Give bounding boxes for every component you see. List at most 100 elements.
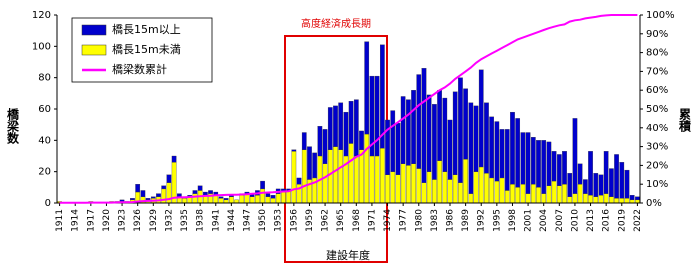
bar (484, 173, 489, 204)
bar (192, 193, 198, 204)
cumulative-line (59, 14, 638, 204)
bar (525, 193, 531, 204)
bar (203, 191, 208, 196)
bar (395, 174, 401, 204)
x-tick-label: 1986 (446, 209, 456, 232)
bar (515, 118, 521, 188)
x-tick-label: 2022 (633, 209, 643, 232)
y2-tick-label: 20% (646, 160, 668, 171)
bar (504, 129, 510, 191)
bar (369, 155, 375, 204)
x-tick-label: 1950 (258, 209, 268, 232)
legend-label: 橋長15m以上 (112, 22, 181, 36)
y2-tick-label: 70% (646, 66, 668, 77)
bar (176, 193, 182, 197)
bar (489, 116, 494, 179)
bar (614, 154, 619, 199)
bar (541, 140, 547, 194)
bar (364, 41, 370, 135)
x-tick-label: 1965 (336, 209, 346, 232)
bar (353, 155, 359, 204)
x-tick-label: 1929 (149, 209, 159, 232)
bar (510, 184, 515, 204)
x-tick-label: 1953 (274, 209, 284, 232)
bar (588, 151, 593, 196)
bar (156, 193, 161, 197)
bar (593, 173, 599, 197)
bar (395, 122, 401, 175)
bar (478, 69, 484, 168)
bar (614, 198, 619, 204)
bar (322, 129, 328, 164)
bar (546, 141, 552, 186)
bar (379, 44, 385, 149)
bar (426, 94, 432, 172)
y2-tick-label: 0% (646, 198, 662, 209)
bar (458, 77, 463, 183)
bar (468, 193, 474, 204)
bar (463, 158, 468, 204)
bar (437, 90, 442, 161)
y2-tick-label: 100% (646, 10, 675, 21)
bar (629, 195, 635, 201)
bar (510, 111, 515, 185)
y-tick-label: 80 (38, 73, 51, 84)
bar (551, 151, 557, 182)
bar (411, 90, 416, 164)
annotation: 高度経済成長期 (301, 17, 371, 30)
bar (322, 163, 328, 204)
x-tick-label: 1989 (461, 209, 471, 232)
y2-tick-label: 90% (646, 29, 668, 40)
bar (385, 174, 390, 204)
bar (218, 198, 224, 204)
x-tick-label: 1914 (71, 209, 81, 232)
bar (478, 166, 484, 204)
bar (338, 102, 344, 150)
bar (333, 146, 338, 204)
bar (296, 177, 302, 185)
bar (229, 196, 234, 204)
bar (536, 140, 541, 188)
y-axis-label: 橋梁数 (6, 107, 20, 145)
y2-axis-label: 累積 (678, 108, 692, 133)
bar (260, 188, 265, 204)
bar (572, 193, 578, 204)
bar (260, 180, 265, 190)
bar (327, 107, 333, 150)
y2-tick-label: 40% (646, 123, 668, 134)
bar (530, 184, 536, 204)
bar (432, 179, 437, 204)
bar (583, 193, 588, 204)
y-tick-label: 0 (45, 198, 51, 209)
x-tick-label: 1947 (242, 209, 252, 232)
y-tick-label: 40 (38, 135, 51, 146)
y2-tick-label: 50% (646, 104, 668, 115)
bar (588, 195, 593, 204)
bar (130, 198, 135, 201)
bar (255, 195, 260, 204)
bar (270, 198, 276, 204)
bar (442, 171, 448, 204)
bar (406, 99, 411, 166)
x-tick-label: 1971 (367, 209, 377, 232)
x-tick-label: 1998 (508, 209, 518, 232)
bar (275, 193, 281, 204)
bar (473, 105, 479, 172)
bar (577, 163, 583, 185)
bar (484, 102, 489, 174)
bar (426, 171, 432, 204)
bar (609, 168, 614, 197)
y2-tick-label: 30% (646, 142, 668, 153)
bar (567, 173, 573, 197)
bar (494, 121, 500, 182)
bar (343, 111, 349, 157)
bar (421, 68, 427, 183)
bar (406, 165, 411, 204)
bar (364, 133, 370, 204)
bar (556, 154, 562, 186)
x-tick-label: 1917 (86, 209, 96, 232)
bar (635, 196, 640, 201)
bar (463, 88, 468, 160)
x-tick-label: 1977 (399, 209, 409, 232)
